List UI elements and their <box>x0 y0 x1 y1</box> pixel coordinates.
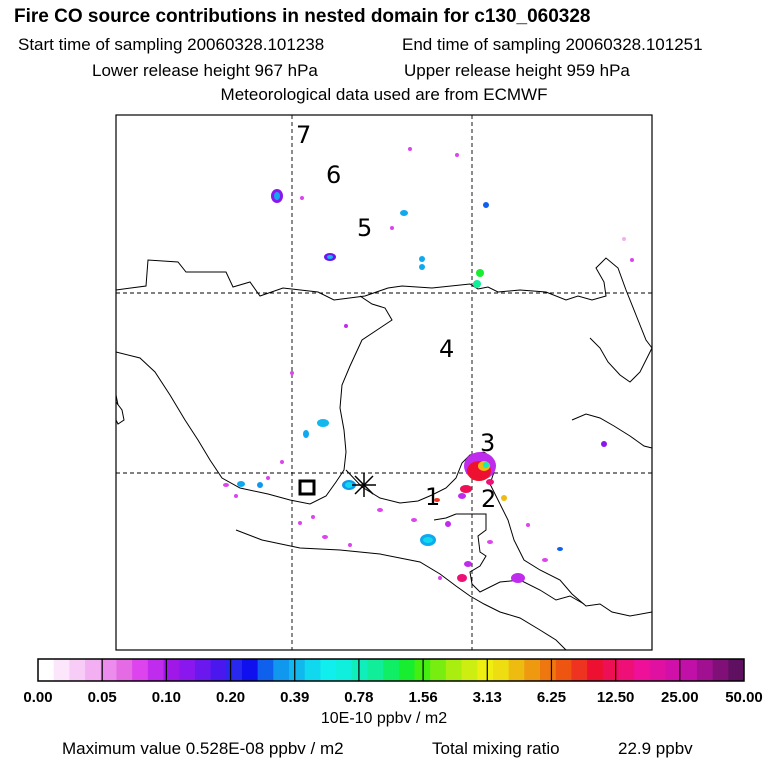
colorbar-tick-label: 0.00 <box>23 689 52 706</box>
colorbar-cell <box>53 659 70 681</box>
colorbar-tick-label: 12.50 <box>597 689 635 706</box>
colorbar-cell <box>273 659 290 681</box>
colorbar-cell <box>524 659 541 681</box>
colorbar-tick-label: 6.25 <box>537 689 566 706</box>
trajectory-label-4: 4 <box>439 335 454 363</box>
colorbar-cell <box>194 659 212 681</box>
colorbar-cell <box>226 659 243 681</box>
colorbar-cells <box>38 659 745 681</box>
colorbar-unit: 10E-10 ppbv / m2 <box>320 710 448 727</box>
colorbar-frame <box>37 658 745 682</box>
colorbar-tick-label: 0.10 <box>152 689 181 706</box>
colorbar-cell <box>179 659 196 681</box>
colorbar-cell <box>132 659 149 681</box>
colorbar-cell <box>445 659 463 681</box>
plot-title: Fire CO source contributions in nested d… <box>14 6 591 27</box>
map-frame <box>115 114 653 651</box>
colorbar-cell <box>398 659 416 681</box>
graticule <box>116 115 652 650</box>
colorbar-cell <box>649 659 667 681</box>
colorbar-cell <box>38 659 55 681</box>
colorbar-cell <box>241 659 259 681</box>
colorbar-cell <box>383 659 400 681</box>
colorbar-cell <box>508 659 525 681</box>
colorbar-cell <box>602 659 619 681</box>
colorbar-cell <box>320 659 337 681</box>
trajectory-labels: 1 2 3 4 5 6 7 <box>296 121 496 513</box>
colorbar-tick-label: 3.13 <box>473 689 502 706</box>
colorbar-tick-label: 0.39 <box>280 689 309 706</box>
trajectory-label-5: 5 <box>357 214 372 242</box>
colorbar-cell <box>712 659 729 681</box>
colorbar: 0.00 0.05 0.10 0.20 0.39 0.78 1.56 3.13 6.25 12.5… <box>23 658 763 706</box>
colorbar-tick-label: 1.56 <box>408 689 437 706</box>
upper-release-label: Upper release height 959 hPa <box>404 61 630 80</box>
colorbar-cell <box>116 659 133 681</box>
colorbar-tick-label: 50.00 <box>725 689 763 706</box>
colorbar-cell <box>163 659 180 681</box>
colorbar-cell <box>367 659 384 681</box>
colorbar-cell <box>696 659 714 681</box>
colorbar-tick-label: 0.78 <box>344 689 373 706</box>
colorbar-cell <box>540 659 557 681</box>
trajectory-label-6: 6 <box>326 161 341 189</box>
colorbar-tick-label: 0.20 <box>216 689 245 706</box>
colorbar-cell <box>69 659 86 681</box>
total-mixing-value: 22.9 ppbv <box>618 739 693 758</box>
colorbar-tick-label: 0.05 <box>88 689 117 706</box>
trajectory-label-1: 1 <box>425 483 440 511</box>
colorbar-cell <box>336 659 353 681</box>
max-value-label: Maximum value 0.528E-08 ppbv / m2 <box>62 739 344 758</box>
fire-contribution-blobs <box>223 147 634 583</box>
colorbar-cell <box>477 659 494 681</box>
colorbar-cell <box>681 659 698 681</box>
colorbar-cell <box>430 659 447 681</box>
colorbar-cell <box>100 659 117 681</box>
colorbar-cell <box>147 659 165 681</box>
sampling-location-marker <box>298 479 316 496</box>
colorbar-cell <box>210 659 227 681</box>
trajectory-label-7: 7 <box>296 121 311 149</box>
end-time-label: End time of sampling 20060328.101251 <box>402 35 703 54</box>
trajectory-label-2: 2 <box>481 485 496 513</box>
start-time-label: Start time of sampling 20060328.101238 <box>18 35 325 54</box>
colorbar-cell <box>289 659 306 681</box>
colorbar-cell <box>461 659 478 681</box>
trajectory-label-3: 3 <box>480 429 495 457</box>
colorbar-cell <box>618 659 635 681</box>
total-mixing-label: Total mixing ratio <box>432 739 560 758</box>
colorbar-cell <box>728 659 745 681</box>
colorbar-cell <box>492 659 510 681</box>
colorbar-cell <box>634 659 651 681</box>
colorbar-cell <box>85 659 102 681</box>
lower-release-label: Lower release height 967 hPa <box>92 61 318 80</box>
colorbar-cell <box>555 659 572 681</box>
colorbar-cell <box>665 659 682 681</box>
met-data-label: Meteorological data used are from ECMWF <box>220 85 548 104</box>
colorbar-cell <box>304 659 321 681</box>
colorbar-cell <box>571 659 588 681</box>
colorbar-tick-label: 25.00 <box>661 689 699 706</box>
colorbar-cell <box>257 659 274 681</box>
colorbar-cell <box>351 659 368 681</box>
colorbar-cell <box>587 659 604 681</box>
colorbar-tick-labels: 0.00 0.05 0.10 0.20 0.39 0.78 1.56 3.13 6.25 12.5… <box>23 689 762 706</box>
asterisk-marker <box>352 473 376 497</box>
